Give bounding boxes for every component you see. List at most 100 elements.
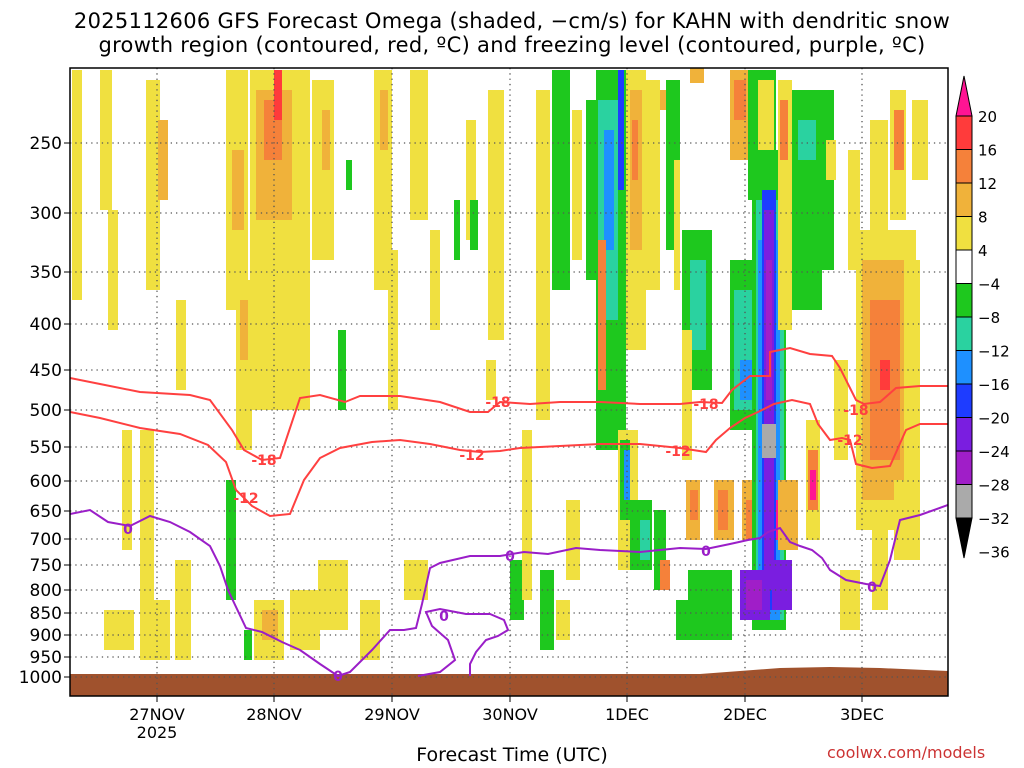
omega-cell — [388, 250, 398, 410]
colorbar-label: −32 — [978, 510, 1010, 528]
omega-cell — [454, 200, 460, 260]
colorbar-top-arrow — [955, 75, 973, 117]
x-tick-label: 29NOV — [364, 705, 420, 724]
colorbar-label: 12 — [978, 175, 997, 193]
omega-cell — [690, 68, 704, 83]
minus18-contour-label: -18 — [843, 403, 868, 419]
omega-cell — [762, 424, 776, 458]
omega-cell — [798, 120, 816, 160]
freezing-level-contour — [70, 504, 948, 678]
minus12-contour-label: -12 — [837, 433, 862, 449]
colorbar-label: −24 — [978, 443, 1010, 461]
y-tick-label: 1000 — [19, 668, 62, 688]
omega-cell — [840, 570, 860, 630]
omega-cell — [540, 570, 554, 650]
colorbar-label: −12 — [978, 343, 1010, 361]
omega-cell — [586, 100, 598, 280]
colorbar-label: −36 — [978, 544, 1010, 562]
colorbar-swatch — [955, 115, 973, 150]
credit-text: coolwx.com/models — [827, 743, 986, 762]
y-tick-label: 800 — [30, 581, 62, 601]
omega-cell — [244, 630, 252, 660]
dendritic-minus12-contour — [70, 398, 948, 518]
colorbar-label: 20 — [978, 108, 997, 126]
omega-cell — [140, 430, 154, 600]
omega-cell — [690, 260, 706, 350]
y-tick-label: 300 — [30, 204, 62, 224]
omega-cell — [510, 560, 524, 620]
omega-cell — [72, 70, 82, 300]
omega-cell — [746, 500, 756, 540]
omega-cell — [232, 150, 244, 230]
omega-cell — [758, 80, 774, 160]
minus12-contour-label: -12 — [459, 448, 484, 464]
colorbar-swatch — [955, 417, 973, 452]
omega-cell — [718, 490, 728, 530]
colorbar-swatch — [955, 383, 973, 418]
omega-cell — [734, 80, 746, 120]
colorbar-label: −8 — [978, 309, 1000, 327]
omega-cell — [122, 430, 132, 550]
omega-cell — [598, 240, 606, 390]
colorbar-swatch — [955, 283, 973, 318]
omega-cell — [618, 70, 624, 190]
omega-cell — [140, 600, 170, 660]
omega-cell — [780, 100, 788, 160]
y-tick-label: 750 — [30, 556, 62, 576]
x-year-label: 2025 — [137, 723, 178, 742]
y-tick-label: 650 — [30, 502, 62, 522]
omega-cell — [556, 600, 570, 640]
colorbar: 20 16 12 8 4 −4 −8 −12 −16 −20 −24 −28 −32 −36 — [955, 75, 1010, 562]
minus12-contour-label: -12 — [233, 491, 258, 507]
freezing-contour-label: 0 — [505, 549, 515, 565]
omega-cell — [834, 360, 848, 460]
omega-cell — [632, 120, 638, 180]
minus12-contour-label: -12 — [665, 444, 690, 460]
omega-cell — [466, 120, 476, 240]
y-tick-label: 350 — [30, 263, 62, 283]
colorbar-label: 4 — [978, 242, 988, 260]
colorbar-swatch — [955, 316, 973, 351]
omega-cell — [880, 360, 890, 390]
y-tick-label: 700 — [30, 530, 62, 550]
x-tick-label: 27NOV — [129, 705, 185, 724]
colorbar-bottom-arrow — [955, 517, 973, 559]
omega-cell — [488, 90, 504, 340]
plot-border — [69, 67, 949, 697]
omega-cell — [176, 300, 186, 390]
omega-cell — [346, 160, 352, 190]
minus18-contour-label: -18 — [485, 395, 510, 411]
dendritic-minus18-contour — [70, 346, 948, 462]
omega-cell — [522, 430, 532, 600]
y-tick-label: 500 — [30, 401, 62, 421]
y-tick-label: 950 — [30, 648, 62, 668]
omega-cell — [646, 80, 660, 290]
y-tick-label: 450 — [30, 361, 62, 381]
x-tick-label: 30NOV — [482, 705, 538, 724]
omega-cell — [486, 360, 496, 400]
omega-cell — [100, 70, 112, 210]
colorbar-swatch — [955, 249, 973, 284]
omega-cell — [912, 100, 928, 180]
minus18-contour-label: -18 — [693, 397, 718, 413]
y-tick-label: 400 — [30, 315, 62, 335]
freezing-contour-label: 0 — [867, 580, 877, 596]
omega-cell — [766, 260, 772, 400]
chart-title-line-1: 2025112606 GFS Forecast Omega (shaded, −… — [73, 9, 951, 33]
omega-cell — [262, 610, 278, 640]
omega-cell — [338, 330, 346, 410]
omega-cell — [660, 90, 670, 110]
omega-cell — [552, 70, 570, 290]
y-tick-label: 250 — [30, 134, 62, 154]
colorbar-swatch — [955, 450, 973, 485]
omega-cell — [360, 600, 380, 660]
colorbar-label: 16 — [978, 142, 997, 160]
omega-cell — [410, 70, 428, 220]
omega-cell — [872, 520, 888, 610]
omega-cell — [904, 260, 920, 560]
omega-cell — [572, 110, 582, 260]
colorbar-label: 8 — [978, 209, 988, 227]
colorbar-label: −16 — [978, 376, 1010, 394]
colorbar-swatch — [955, 484, 973, 519]
